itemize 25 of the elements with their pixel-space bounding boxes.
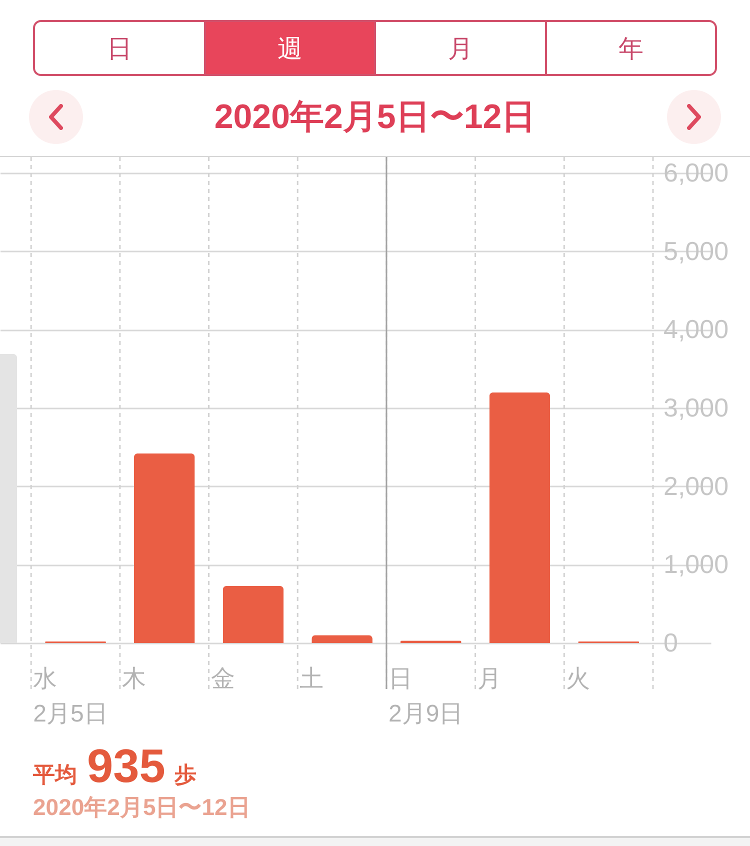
x-tick-label: 水 2月5日 (33, 666, 108, 728)
y-tick-label: 6,000 (664, 158, 729, 188)
y-tick-label: 1,000 (664, 549, 729, 580)
chart-title: 2020年2月5日〜12日 (213, 97, 537, 138)
x-tick-label: 土 (300, 666, 324, 692)
bar (312, 635, 372, 643)
y-tick-label: 2,000 (664, 470, 729, 501)
x-tick-label: 木 (122, 666, 146, 692)
tab-button: 日 (33, 20, 204, 76)
y-tick-label: 0 (664, 628, 678, 658)
bar (222, 586, 284, 643)
selected-tab-button: 週 (204, 20, 374, 76)
y-tick-label: 5,000 (664, 236, 729, 266)
y-tick-label: 4,000 (664, 314, 729, 344)
bar (134, 453, 195, 643)
bar (489, 392, 550, 643)
text: 2020年2月5日〜12日 (33, 793, 250, 822)
x-tick-label: 金 (210, 666, 235, 692)
x-tick-label: 月 (477, 666, 502, 692)
text: 平均 935 歩 (33, 738, 196, 793)
tab-button: 年 (544, 20, 717, 76)
y-tick-label: 3,000 (664, 392, 729, 422)
tab-button: 月 (374, 20, 544, 76)
x-tick-label: 日 2月9日 (388, 666, 464, 728)
x-tick-label: 火 (566, 666, 590, 692)
